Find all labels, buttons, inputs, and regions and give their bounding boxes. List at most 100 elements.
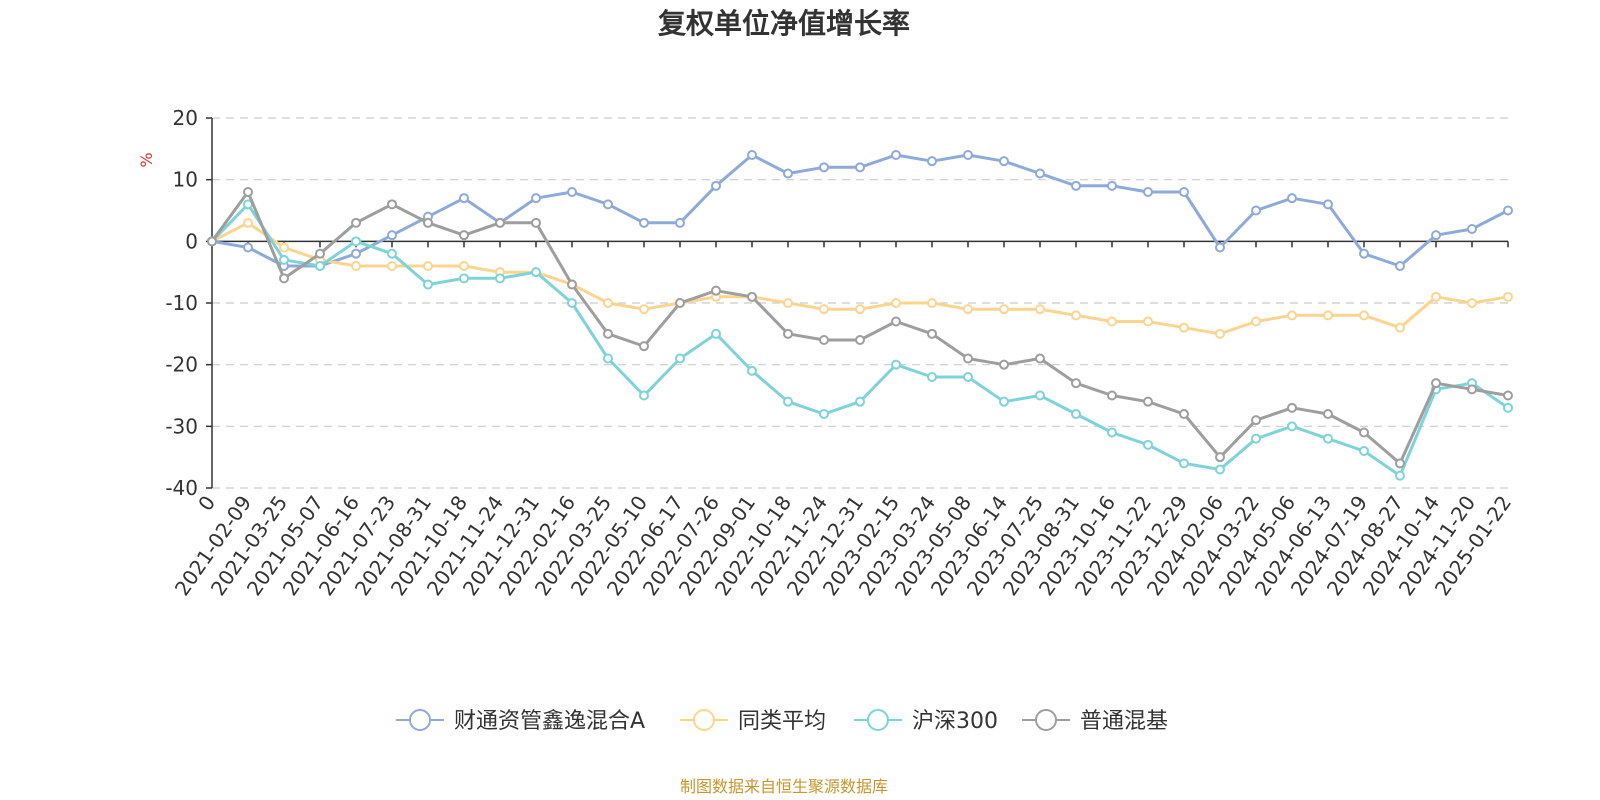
legend-item[interactable]: 同类平均 xyxy=(680,709,826,734)
data-point xyxy=(1251,205,1261,216)
legend-label: 同类平均 xyxy=(738,709,826,734)
data-point xyxy=(891,150,901,160)
data-point xyxy=(495,217,505,228)
data-point xyxy=(1395,322,1405,333)
data-point xyxy=(855,304,865,315)
data-point xyxy=(1179,409,1189,419)
data-point xyxy=(783,328,793,339)
data-point xyxy=(747,150,757,160)
series-group xyxy=(207,150,1513,271)
data-point xyxy=(1107,180,1117,191)
data-point xyxy=(1143,187,1153,197)
data-point xyxy=(1323,199,1333,210)
data-point xyxy=(1467,384,1477,395)
data-point xyxy=(1359,427,1369,438)
data-point xyxy=(1431,378,1441,389)
data-point xyxy=(531,217,541,228)
data-point xyxy=(387,248,397,259)
data-point xyxy=(1251,316,1261,327)
data-point xyxy=(999,359,1009,370)
data-point xyxy=(1143,396,1153,407)
data-point xyxy=(207,236,217,247)
data-point xyxy=(963,353,973,364)
data-point xyxy=(927,156,937,167)
data-point xyxy=(1395,261,1405,271)
legend-label: 普通混基 xyxy=(1080,709,1168,734)
data-point xyxy=(567,279,577,290)
data-point xyxy=(855,335,865,345)
data-point xyxy=(459,230,469,241)
data-point xyxy=(639,217,649,228)
data-point xyxy=(1431,291,1441,302)
data-point xyxy=(1287,193,1297,204)
data-point xyxy=(1179,322,1189,333)
data-point xyxy=(495,273,505,284)
x-axis: 02021-02-092021-03-252021-05-072021-06-1… xyxy=(170,240,1516,600)
data-point xyxy=(243,187,253,197)
data-point xyxy=(423,279,433,290)
data-point xyxy=(1287,421,1297,432)
data-point xyxy=(819,409,829,419)
data-point xyxy=(567,298,577,308)
data-point xyxy=(999,156,1009,167)
data-point xyxy=(1467,224,1477,234)
data-point xyxy=(891,316,901,327)
data-point xyxy=(279,273,289,284)
data-point xyxy=(1143,439,1153,450)
y-axis: 20 10 0 -10 -20 -30 -40 xyxy=(165,106,213,500)
data-point xyxy=(963,304,973,315)
data-point xyxy=(603,353,613,364)
series-lines xyxy=(207,150,1513,481)
legend-marker xyxy=(867,709,889,731)
data-point xyxy=(1035,168,1045,179)
data-point xyxy=(819,162,829,173)
legend-item[interactable]: 普通混基 xyxy=(1022,709,1168,734)
y-axis-unit: % xyxy=(137,152,156,167)
data-point xyxy=(927,372,937,382)
data-point xyxy=(459,261,469,271)
series-line xyxy=(211,221,1509,336)
data-point xyxy=(1143,316,1153,327)
source-note: 制图数据来自恒生聚源数据库 xyxy=(680,777,888,796)
data-point xyxy=(1071,409,1081,419)
series-line xyxy=(210,190,1509,465)
data-point xyxy=(1107,390,1117,401)
legend-label: 财通资管鑫逸混合A xyxy=(454,709,645,734)
data-point xyxy=(1035,353,1045,364)
data-point xyxy=(1107,316,1117,327)
legend: 财通资管鑫逸混合A 同类平均 沪深300 普通混基 xyxy=(396,709,1168,734)
data-point xyxy=(567,187,577,197)
data-point xyxy=(1251,433,1261,444)
data-point xyxy=(1359,446,1369,456)
data-point xyxy=(351,236,361,247)
data-point xyxy=(1071,310,1081,321)
data-point xyxy=(1431,230,1441,241)
data-point xyxy=(1251,415,1261,426)
data-point xyxy=(1323,409,1333,419)
data-point xyxy=(639,341,649,352)
data-point xyxy=(783,298,793,308)
y-tick-label: 10 xyxy=(173,168,198,192)
data-point xyxy=(423,261,433,271)
data-point xyxy=(531,267,541,278)
data-point xyxy=(387,199,397,210)
data-point xyxy=(603,298,613,308)
data-point xyxy=(1503,291,1513,302)
data-point xyxy=(819,304,829,315)
data-point xyxy=(1503,402,1513,413)
legend-item[interactable]: 沪深300 xyxy=(854,709,998,734)
data-point xyxy=(891,359,901,370)
data-point xyxy=(1287,310,1297,321)
series-group xyxy=(207,199,1513,481)
data-point xyxy=(351,217,361,228)
data-point xyxy=(1035,390,1045,401)
data-point xyxy=(639,304,649,315)
legend-item[interactable]: 财通资管鑫逸混合A xyxy=(396,709,645,734)
data-point xyxy=(1071,378,1081,389)
data-point xyxy=(675,353,685,364)
grid-lines xyxy=(212,117,1508,489)
data-point xyxy=(855,162,865,173)
data-point xyxy=(1395,470,1405,481)
data-point xyxy=(243,242,253,253)
data-point xyxy=(891,298,901,308)
